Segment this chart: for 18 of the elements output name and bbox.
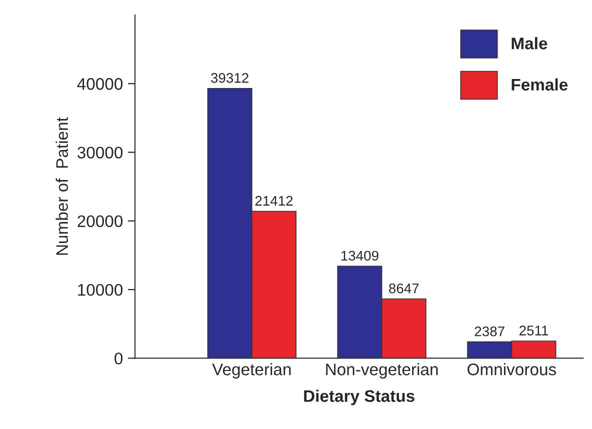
x-tick-label: Non-vegeterian xyxy=(326,363,438,379)
data-label: 8647 xyxy=(389,284,419,294)
y-tick-label: 30000 xyxy=(77,146,123,158)
data-label: 39312 xyxy=(211,73,248,83)
y-tick-label: 20000 xyxy=(78,215,123,228)
data-label: 2511 xyxy=(520,326,548,336)
y-tick-label: 40000 xyxy=(77,78,123,90)
y-axis-title: Number of Patient xyxy=(56,117,68,255)
y-tick-label: 0 xyxy=(114,352,123,364)
y-tick-label: 10000 xyxy=(78,284,123,296)
data-label: 21412 xyxy=(255,196,293,206)
x-tick-label: Omnivorous xyxy=(468,363,556,376)
data-label: 13409 xyxy=(341,250,378,261)
data-label: 2387 xyxy=(474,326,504,336)
x-axis-title: Dietary Status xyxy=(304,390,414,406)
x-tick-label: Vegeterian xyxy=(212,363,291,379)
legend-label: Male xyxy=(512,37,548,50)
legend-label: Female xyxy=(512,78,568,91)
